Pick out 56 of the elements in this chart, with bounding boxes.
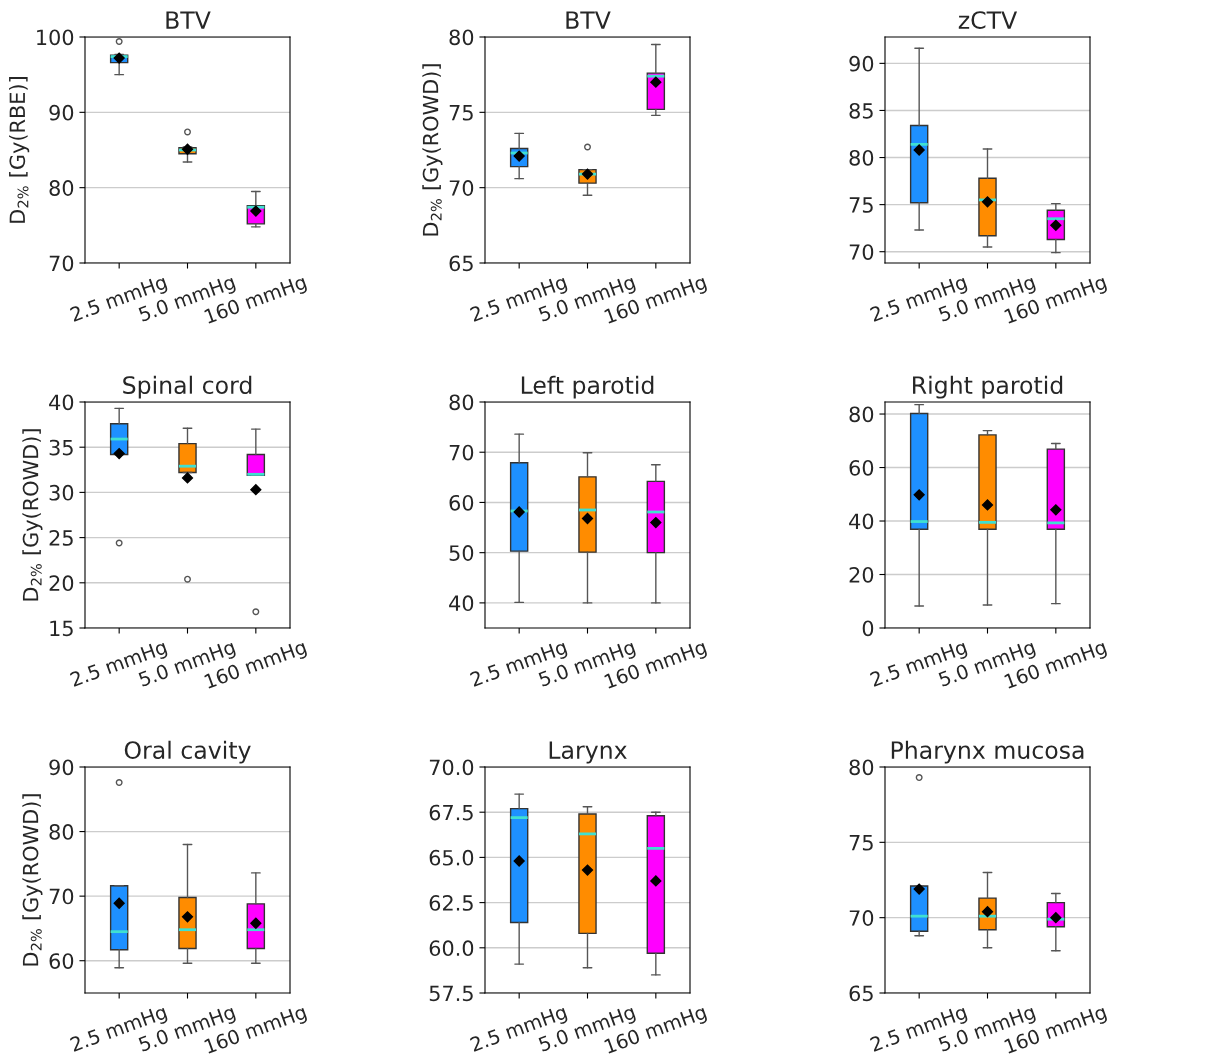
y-axis-title: D$_{2%}$ [Gy(ROWD)] <box>22 429 43 601</box>
y-tick-label: 60 <box>849 459 874 476</box>
chart-title: Larynx <box>549 741 627 764</box>
y-tick-label: 15 <box>50 620 73 637</box>
y-axis-title: D$_{2%}$ [Gy(RBE)] <box>9 77 30 223</box>
y-tick-label: 70 <box>49 888 74 905</box>
y-tick-label: 65 <box>449 255 473 272</box>
y-tick-label: 60 <box>449 494 474 511</box>
y-tick-label: 65 <box>849 985 873 1002</box>
y-tick-label: 25 <box>49 530 73 546</box>
y-tick-label: 80 <box>849 759 874 776</box>
chart-title: Spinal cord <box>123 375 252 399</box>
y-tick-label: 70 <box>449 180 474 196</box>
y-tick-label: 60.0 <box>429 940 474 957</box>
y-tick-label: 35 <box>49 439 73 456</box>
y-tick-label: 40 <box>849 513 874 530</box>
y-tick-label: 75 <box>449 105 473 121</box>
y-axis-title: D$_{2%}$ [Gy(ROWD)] <box>422 64 443 236</box>
y-tick-label: 70 <box>849 244 874 260</box>
chart-title: Right parotid <box>913 375 1063 399</box>
y-tick-label: 90 <box>849 55 874 72</box>
y-tick-label: 70 <box>849 910 874 926</box>
chart-title: zCTV <box>958 11 1018 29</box>
y-axis-title: D$_{2%}$ [Gy(ROWD)] <box>22 794 43 966</box>
y-tick-label: 60 <box>49 953 74 969</box>
y-tick-label: 70 <box>49 255 74 272</box>
y-tick-label: 20 <box>49 575 74 592</box>
y-tick-label: 30 <box>49 484 74 501</box>
chart-title: Pharynx mucosa <box>891 740 1084 764</box>
y-tick-label: 80 <box>849 149 874 166</box>
y-tick-label: 62.5 <box>429 895 473 911</box>
y-tick-label: 90 <box>49 759 74 776</box>
y-tick-label: 80 <box>449 29 474 46</box>
chart-title: Oral cavity <box>124 740 251 764</box>
y-tick-label: 0 <box>862 620 874 637</box>
chart-title: Left parotid <box>521 375 654 399</box>
y-tick-label: 80 <box>849 406 874 423</box>
chart-title: BTV <box>566 11 611 29</box>
y-tick-label: 20 <box>849 566 874 583</box>
y-tick-label: 80 <box>49 824 74 840</box>
y-tick-label: 80 <box>449 394 474 411</box>
y-tick-label: 80 <box>49 180 74 196</box>
y-tick-label: 57.5 <box>429 985 473 1002</box>
y-tick-label: 40 <box>49 394 74 411</box>
y-tick-label: 65.0 <box>429 849 474 866</box>
y-tick-label: 50 <box>449 545 474 561</box>
y-tick-label: 75 <box>849 835 873 851</box>
y-tick-label: 90 <box>49 104 74 121</box>
chart-title: BTV <box>166 11 211 29</box>
y-tick-label: 85 <box>849 102 873 119</box>
y-tick-label: 100 <box>37 29 74 46</box>
y-tick-label: 67.5 <box>429 804 473 821</box>
y-tick-label: 70 <box>449 444 474 461</box>
y-tick-label: 75 <box>849 197 873 213</box>
y-tick-label: 70.0 <box>429 759 474 776</box>
y-tick-label: 40 <box>449 595 474 612</box>
